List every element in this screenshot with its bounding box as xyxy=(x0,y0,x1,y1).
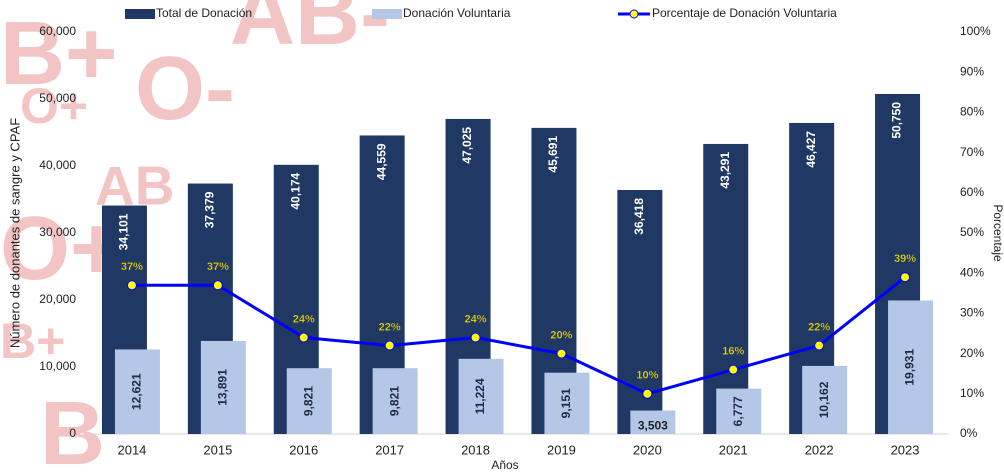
y2-tick-label: 30% xyxy=(960,306,984,320)
point-label: 37% xyxy=(121,261,143,273)
y2-tick-label: 80% xyxy=(960,105,984,119)
bar-label: 36,418 xyxy=(632,198,646,235)
chart: B+ AB- O- O+ AB O+ B+ B Años Número de d… xyxy=(0,0,1004,476)
line-marker xyxy=(299,333,308,342)
y-tick-label: 60,000 xyxy=(39,24,76,38)
bar-label: 34,101 xyxy=(117,213,131,250)
watermark-text: AB- xyxy=(230,0,390,64)
x-tick-label: 2020 xyxy=(633,442,662,457)
y-axis-label: Número de donantes de sangre y CPAF xyxy=(7,118,22,348)
y-tick-label: 20,000 xyxy=(39,292,76,306)
bar-label: 10,162 xyxy=(817,381,831,418)
x-tick-label: 2015 xyxy=(203,442,232,457)
legend-label: Total de Donación xyxy=(156,6,252,20)
bar-label: 9,821 xyxy=(387,386,401,416)
x-tick-label: 2014 xyxy=(117,442,146,457)
bar-label: 50,750 xyxy=(890,102,904,139)
bar-label: 9,151 xyxy=(559,388,573,418)
line-marker xyxy=(815,341,824,350)
x-tick-label: 2023 xyxy=(891,442,920,457)
bar-label: 3,503 xyxy=(638,418,668,432)
x-axis-label: Años xyxy=(491,458,518,472)
watermark-text: O+ xyxy=(20,78,88,134)
y2-axis-label: Porcentaje xyxy=(991,204,1004,262)
bar-label: 40,174 xyxy=(288,173,302,210)
line-marker xyxy=(471,333,480,342)
legend-label: Donación Voluntaria xyxy=(403,6,511,20)
line-marker xyxy=(127,281,136,290)
point-label: 16% xyxy=(722,346,744,358)
y2-tick-label: 20% xyxy=(960,346,984,360)
bar-label: 37,379 xyxy=(203,191,217,228)
bar-label: 19,931 xyxy=(903,349,917,386)
point-label: 24% xyxy=(465,313,487,325)
bar-label: 9,821 xyxy=(301,386,315,416)
point-label: 22% xyxy=(379,321,401,333)
point-label: 20% xyxy=(550,330,572,342)
line-marker xyxy=(213,281,222,290)
x-tick-label: 2021 xyxy=(719,442,748,457)
y2-tick-label: 70% xyxy=(960,145,984,159)
line-marker xyxy=(901,273,910,282)
bar-label: 47,025 xyxy=(460,127,474,164)
x-tick-label: 2017 xyxy=(375,442,404,457)
y2-tick-label: 10% xyxy=(960,386,984,400)
y-tick-label: 50,000 xyxy=(39,91,76,105)
y2-tick-label: 50% xyxy=(960,225,984,239)
legend-swatch xyxy=(630,10,638,18)
legend-swatch xyxy=(372,9,402,19)
point-label: 22% xyxy=(808,321,830,333)
line-marker xyxy=(557,349,566,358)
line-marker xyxy=(643,389,652,398)
legend-swatch xyxy=(125,9,155,19)
point-label: 24% xyxy=(293,313,315,325)
x-tick-label: 2019 xyxy=(547,442,576,457)
y-tick-label: 0 xyxy=(69,426,76,440)
legend-label: Porcentaje de Donación Voluntaria xyxy=(652,6,837,20)
x-tick-label: 2018 xyxy=(461,442,490,457)
y2-tick-label: 100% xyxy=(960,24,991,38)
watermark-text: O- xyxy=(135,39,235,139)
x-tick-label: 2022 xyxy=(805,442,834,457)
y2-tick-label: 60% xyxy=(960,185,984,199)
bar-label: 43,291 xyxy=(718,152,732,189)
y-tick-label: 10,000 xyxy=(39,359,76,373)
bar-label: 12,621 xyxy=(130,373,144,410)
x-tick-label: 2016 xyxy=(289,442,318,457)
bar-label: 6,777 xyxy=(731,396,745,426)
point-label: 37% xyxy=(207,261,229,273)
bar-label: 44,559 xyxy=(374,143,388,180)
y-tick-label: 40,000 xyxy=(39,158,76,172)
line-marker xyxy=(729,365,738,374)
y2-tick-label: 0% xyxy=(960,426,978,440)
bar-label: 11,224 xyxy=(473,378,487,414)
line-marker xyxy=(385,341,394,350)
y2-tick-label: 40% xyxy=(960,265,984,279)
bar-label: 46,427 xyxy=(804,131,818,168)
bar-label: 45,691 xyxy=(546,136,560,173)
point-label: 10% xyxy=(636,370,658,382)
y2-tick-label: 90% xyxy=(960,64,984,78)
bar-label: 13,891 xyxy=(216,369,230,406)
point-label: 39% xyxy=(894,253,916,265)
y-tick-label: 30,000 xyxy=(39,225,76,239)
line xyxy=(132,277,905,394)
